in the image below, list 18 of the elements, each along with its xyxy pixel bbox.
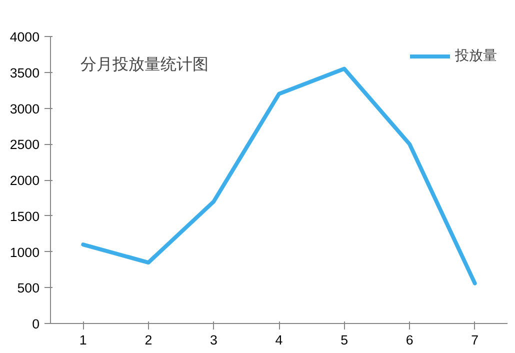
y-tick-label: 4000: [10, 30, 40, 44]
y-tick-label: 1000: [10, 244, 40, 260]
x-tick-label: 1: [79, 332, 87, 348]
y-tick-label: 0: [32, 316, 40, 332]
legend-label: 投放量: [455, 47, 497, 65]
x-tick-label: 5: [340, 332, 348, 348]
text: 分月投放量统计图: [80, 54, 208, 74]
y-tick-label: 3500: [10, 65, 40, 80]
y-tick-label: 2500: [10, 137, 40, 152]
y-tick-label: 500: [17, 280, 40, 296]
x-tick-label: 4: [275, 332, 284, 348]
x-tick-label: 7: [471, 332, 479, 348]
x-tick-label: 6: [406, 332, 414, 348]
y-tick-label: 2000: [10, 173, 40, 188]
x-tick-label: 3: [210, 332, 218, 348]
y-tick-label: 3000: [10, 101, 40, 116]
y-tick-label: 1500: [10, 208, 40, 224]
x-tick-label: 2: [144, 332, 152, 348]
